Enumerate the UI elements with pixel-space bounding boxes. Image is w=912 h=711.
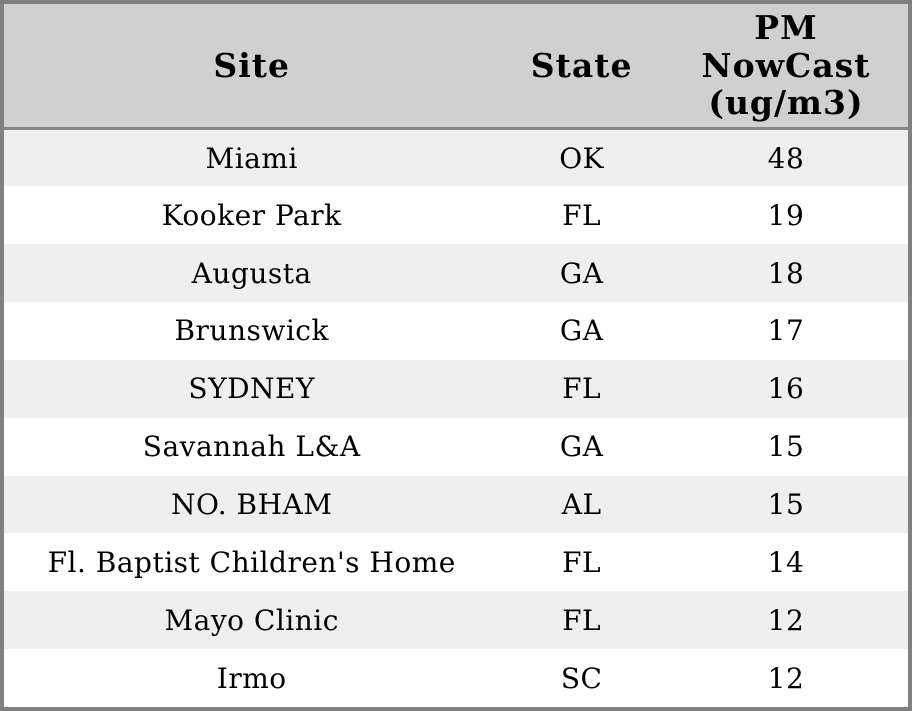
pm-cell: 19: [767, 198, 805, 232]
site-cell: Augusta: [191, 256, 312, 290]
pm-header-line-2: NowCast: [701, 45, 871, 85]
table-row: SYDNEY FL 16: [4, 359, 908, 418]
pm-header-line-1: PM: [754, 7, 818, 47]
state-cell: FL: [562, 372, 602, 406]
state-cell: OK: [559, 141, 605, 175]
pm-cell: 16: [767, 372, 805, 406]
state-cell: FL: [562, 603, 602, 637]
site-cell: Mayo Clinic: [164, 603, 339, 637]
site-cell: Kooker Park: [161, 198, 342, 232]
table-row: Brunswick GA 17: [4, 302, 908, 360]
table-row: Mayo Clinic FL 12: [4, 591, 908, 650]
pm-cell: 48: [767, 141, 805, 175]
pm-nowcast-data-table: Site State PM NowCast (ug/m3) Miami OK 4…: [4, 4, 908, 707]
column-header-site: Site: [4, 4, 500, 130]
column-header-pm-nowcast: PM NowCast (ug/m3): [663, 4, 908, 130]
pm-cell: 17: [767, 314, 805, 348]
table-row: Savannah L&A GA 15: [4, 417, 908, 476]
column-header-state: State: [499, 4, 664, 130]
state-cell: GA: [559, 314, 604, 348]
table-row: Fl. Baptist Children's Home FL 14: [4, 533, 908, 592]
pm-cell: 12: [767, 603, 805, 637]
state-cell: FL: [562, 198, 602, 232]
table-row: NO. BHAM AL 15: [4, 475, 908, 534]
state-cell: GA: [559, 430, 604, 464]
site-cell: Brunswick: [174, 314, 329, 348]
table-row: Miami OK 48: [4, 128, 908, 187]
pm-cell: 14: [767, 545, 805, 579]
state-cell: AL: [561, 487, 602, 521]
site-cell: Miami: [205, 141, 298, 175]
pm-cell: 12: [767, 661, 805, 695]
site-cell: Irmo: [216, 661, 287, 695]
state-cell: GA: [559, 256, 604, 290]
site-cell: Savannah L&A: [142, 430, 361, 464]
state-cell: SC: [560, 661, 603, 695]
pm-header-line-3: (ug/m3): [708, 83, 864, 123]
pm-cell: 15: [767, 430, 805, 464]
pm-cell: 15: [767, 487, 805, 521]
pm-cell: 18: [767, 256, 805, 290]
table-row: Augusta GA 18: [4, 244, 908, 303]
header-row: Site State PM NowCast (ug/m3): [4, 4, 908, 130]
table-row: Irmo SC 12: [4, 649, 908, 707]
site-cell: SYDNEY: [188, 372, 315, 406]
site-cell: Fl. Baptist Children's Home: [47, 545, 456, 579]
state-cell: FL: [562, 545, 602, 579]
site-cell: NO. BHAM: [170, 487, 333, 521]
table-row: Kooker Park FL 19: [4, 186, 908, 245]
